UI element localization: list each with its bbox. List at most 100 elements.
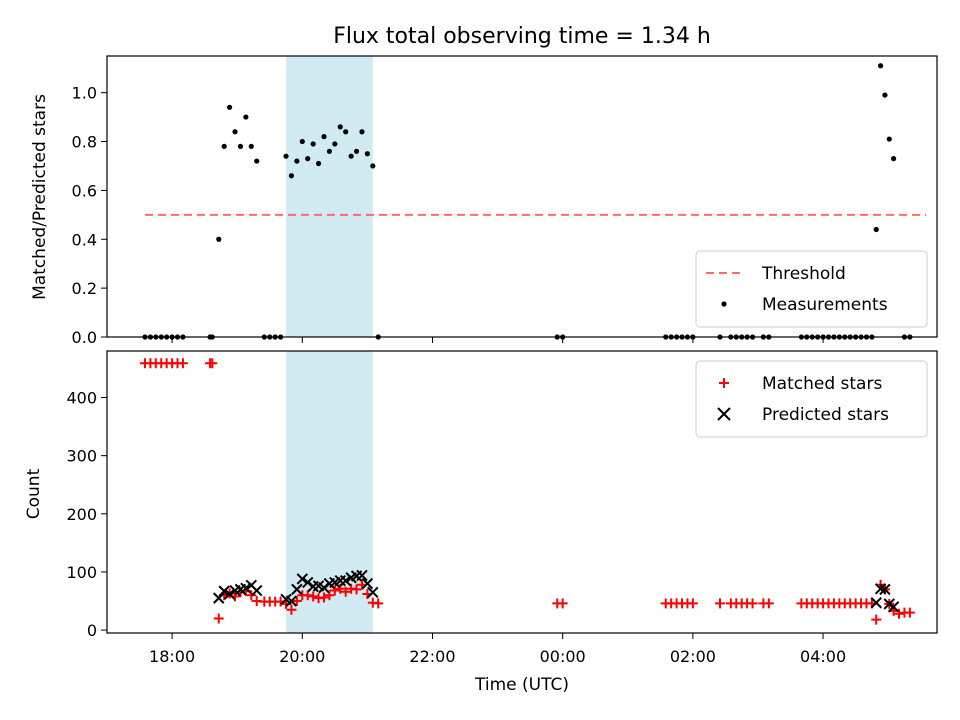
measurement-point (370, 163, 376, 169)
measurement-point (353, 148, 360, 154)
measurement-point (321, 134, 327, 140)
chart-title: Flux total observing time = 1.34 h (333, 24, 711, 49)
matched-stars-point (177, 358, 188, 369)
predicted-stars-point (223, 588, 236, 600)
predicted-stars-point (213, 592, 225, 604)
matched-stars-point (687, 598, 698, 609)
y-tick-label: 0.2 (72, 279, 97, 298)
measurement-point (364, 151, 370, 157)
top-y-axis-label: Matched/Predicted stars (30, 94, 50, 300)
top-panel: 0.0 0.2 0.4 0.6 0.8 1.0 Threshold Measurements (72, 55, 938, 347)
matched-stars-point (894, 608, 905, 619)
x-tick-label: 00:00 (540, 647, 586, 666)
predicted-stars-point (291, 583, 303, 596)
y-tick-label: 0.8 (72, 133, 97, 152)
legend-box (695, 360, 928, 438)
matched-stars-point (213, 613, 224, 624)
y-tick-label: 0.0 (72, 328, 97, 347)
y-tick-label: 0.4 (72, 230, 97, 249)
predicted-stars-point (870, 597, 882, 609)
matched-stars-point (747, 598, 758, 609)
matched-stars-point (557, 598, 568, 609)
matched-stars-point (291, 596, 302, 607)
y-tick-label: 300 (66, 447, 97, 466)
legend: Threshold Measurements (695, 250, 928, 328)
matched-stars-point (318, 592, 329, 603)
predicted-stars-point (887, 601, 900, 613)
measurement-point (237, 143, 244, 150)
measurement-point (243, 114, 249, 120)
measurement-point (288, 173, 295, 179)
measurement-point (254, 158, 260, 164)
measurement-point (216, 236, 222, 242)
measurement-point (337, 124, 343, 130)
legend-box (695, 250, 928, 328)
measurement-point (227, 104, 233, 110)
y-tick-label: 200 (66, 505, 97, 524)
legend-label: Matched stars (762, 374, 882, 394)
legend-predicted-swatch (717, 407, 731, 421)
legend-label: Predicted stars (762, 405, 889, 425)
matched-stars-point (715, 598, 726, 609)
matched-stars-point (373, 598, 384, 609)
predicted-stars-point (218, 585, 230, 597)
x-tick-label: 22:00 (409, 647, 455, 666)
matched-stars-point (904, 607, 915, 618)
bottom-y-axis-label: Count (24, 468, 44, 519)
matched-stars-point (207, 358, 218, 369)
y-tick-label: 0 (87, 621, 97, 640)
measurement-point (886, 136, 892, 142)
measurement-point (882, 92, 888, 98)
matched-stars-point (329, 585, 340, 596)
measurement-point (248, 143, 254, 150)
measurement-point (310, 141, 316, 147)
measurement-point (873, 226, 879, 233)
legend-measurement-swatch (721, 301, 727, 307)
y-tick-label: 0.6 (72, 181, 97, 200)
legend-label: Threshold (761, 264, 846, 284)
matched-stars-point (351, 584, 362, 595)
measurement-point (359, 129, 365, 135)
predicted-stars-point (874, 583, 887, 595)
y-tick-label: 1.0 (72, 84, 97, 103)
measurement-point (221, 143, 227, 150)
matched-stars-point (340, 586, 351, 597)
predicted-stars-point (296, 573, 309, 585)
predicted-stars-point (879, 583, 891, 596)
predicted-stars-point (339, 574, 352, 587)
x-tick-label: 20:00 (279, 647, 325, 666)
predicted-stars-point (361, 577, 374, 590)
legend: Matched stars Predicted stars (695, 360, 928, 438)
measurement-point (891, 156, 897, 162)
matched-stars-point (246, 590, 257, 601)
predicted-stars-point (251, 584, 263, 597)
measurement-point (877, 63, 884, 69)
measurement-point (232, 129, 238, 135)
predicted-stars-point (285, 595, 298, 607)
y-tick-label: 100 (66, 563, 97, 582)
measurement-point (299, 138, 305, 145)
x-tick-label: 18:00 (149, 647, 195, 666)
observing-window-span (286, 56, 373, 337)
matched-stars-point (871, 614, 882, 625)
matched-stars-point (308, 591, 319, 602)
matched-stars-point (302, 590, 313, 601)
predicted-stars-point (356, 569, 368, 582)
legend-label: Measurements (762, 295, 888, 315)
measurement-point (348, 153, 354, 159)
bottom-panel: 0 100 200 300 400 18:00 20:00 22:00 00:00 02:00 04… (66, 350, 938, 666)
x-axis-label: Time (UTC) (474, 675, 569, 695)
predicted-stars-point (367, 586, 379, 599)
x-tick-label: 02:00 (670, 647, 716, 666)
legend-matched-swatch (719, 378, 729, 388)
axes-frame (106, 350, 938, 634)
measurement-point (326, 148, 333, 154)
measurement-point (332, 141, 338, 147)
predicted-stars-point (240, 582, 252, 594)
measurement-point (294, 158, 300, 164)
measurement-point (283, 153, 289, 159)
x-tick-label: 04:00 (800, 647, 846, 666)
matched-stars-point (763, 598, 774, 609)
